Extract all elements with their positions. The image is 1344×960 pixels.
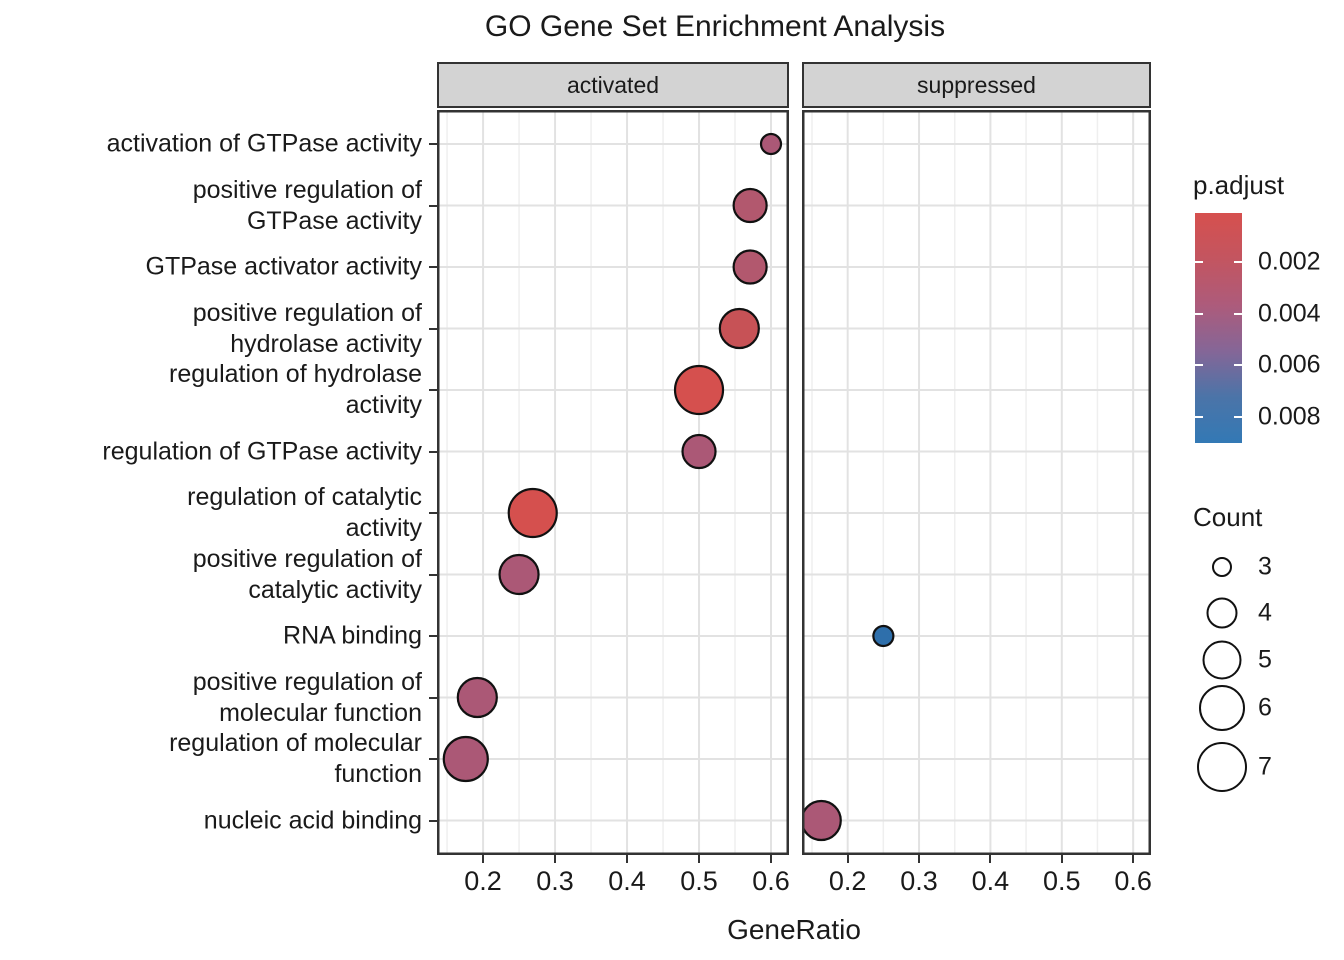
colorbar-tick-label: 0.002 (1258, 247, 1321, 276)
legend-count-title: Count (1193, 502, 1263, 532)
count-legend-circle (1197, 742, 1247, 792)
y-axis-label: positive regulation of molecular function (192, 667, 422, 727)
y-axis-label: RNA binding (283, 621, 422, 650)
x-tick-mark (846, 855, 849, 863)
x-tick-mark (989, 855, 992, 863)
y-axis-label: positive regulation of hydrolase activity (192, 298, 422, 358)
y-tick-mark (429, 143, 437, 145)
data-point (442, 735, 489, 783)
data-point (759, 132, 783, 156)
y-tick-mark (429, 758, 437, 760)
colorbar-tick (1195, 312, 1203, 315)
count-legend-label: 4 (1258, 598, 1272, 627)
count-legend-label: 3 (1258, 552, 1272, 581)
count-legend-label: 6 (1258, 693, 1272, 722)
count-legend-circle (1206, 597, 1238, 629)
colorbar-tick-label: 0.008 (1258, 402, 1321, 431)
chart-title: GO Gene Set Enrichment Analysis (484, 10, 946, 43)
data-point (872, 624, 895, 648)
data-point (681, 433, 717, 470)
y-tick-mark (429, 819, 437, 822)
facet-panel-activated (437, 110, 789, 855)
x-tick-mark (698, 855, 701, 863)
facet-strip-suppressed-label: suppressed (917, 71, 1036, 98)
x-tick-label: 0.2 (828, 866, 867, 896)
data-point (802, 799, 842, 842)
colorbar-tick (1195, 364, 1203, 367)
facet-panel-suppressed (802, 110, 1151, 855)
colorbar-tick (1234, 261, 1242, 264)
count-legend-label: 5 (1258, 645, 1272, 674)
y-tick-mark (429, 573, 437, 576)
x-tick-label: 0.5 (1043, 866, 1081, 896)
data-point (673, 364, 725, 416)
x-tick-label: 0.4 (971, 866, 1010, 896)
count-legend-circle (1202, 640, 1242, 680)
y-tick-mark (429, 450, 437, 453)
colorbar-tick-label: 0.004 (1258, 299, 1321, 328)
colorbar-tick-label: 0.006 (1258, 350, 1321, 379)
data-point (498, 553, 540, 596)
colorbar-tick (1234, 364, 1242, 367)
y-axis-label: regulation of GTPase activity (102, 437, 422, 465)
y-axis-label: positive regulation of catalytic activity (192, 544, 422, 604)
y-tick-mark (429, 696, 437, 699)
panel-border (802, 110, 1151, 855)
count-legend-circle (1212, 557, 1232, 577)
x-tick-mark (918, 855, 921, 863)
colorbar-tick (1195, 416, 1203, 419)
colorbar-tick (1234, 416, 1242, 419)
x-tick-mark (1132, 855, 1135, 863)
x-tick-label: 0.4 (608, 866, 646, 896)
data-point (732, 249, 768, 285)
panel-border (437, 110, 789, 855)
y-tick-mark (429, 635, 437, 637)
legend-padjust-title: p.adjust (1193, 170, 1285, 200)
y-tick-mark (429, 389, 437, 391)
x-axis-title: GeneRatio (727, 914, 861, 945)
x-tick-label: 0.5 (680, 866, 718, 896)
x-tick-mark (1060, 855, 1063, 863)
x-tick-label: 0.3 (900, 866, 938, 896)
padjust-colorbar (1195, 213, 1242, 443)
y-axis-label: GTPase activator activity (145, 252, 422, 281)
data-point (456, 676, 498, 719)
data-point (507, 487, 558, 539)
facet-strip-activated-label: activated (566, 71, 660, 98)
count-legend-circle (1199, 685, 1245, 731)
x-tick-mark (770, 855, 772, 863)
facet-strip-suppressed: suppressed (802, 62, 1151, 108)
y-axis-label: activation of GTPase activity (106, 129, 422, 158)
y-tick-mark (429, 204, 437, 207)
x-tick-label: 0.2 (464, 866, 502, 896)
colorbar-tick (1234, 312, 1242, 315)
data-point (718, 307, 760, 350)
y-axis-label: positive regulation of GTPase activity (192, 175, 422, 235)
x-tick-label: 0.6 (752, 866, 790, 896)
y-axis-label: regulation of molecular function (169, 729, 422, 788)
x-tick-label: 0.3 (536, 866, 574, 896)
x-tick-mark (554, 855, 557, 863)
y-axis-label: regulation of hydrolase activity (169, 360, 422, 419)
facet-strip-activated: activated (437, 62, 789, 108)
x-tick-label: 0.6 (1114, 866, 1152, 896)
y-tick-mark (429, 327, 437, 330)
colorbar-tick (1195, 261, 1203, 264)
x-tick-mark (482, 855, 485, 863)
y-axis-label: regulation of catalytic activity (187, 483, 422, 542)
y-tick-mark (429, 512, 437, 514)
x-tick-mark (626, 855, 629, 863)
y-tick-mark (429, 266, 437, 268)
count-legend-label: 7 (1258, 752, 1272, 781)
y-axis-label: nucleic acid binding (203, 806, 422, 834)
data-point (732, 187, 768, 224)
